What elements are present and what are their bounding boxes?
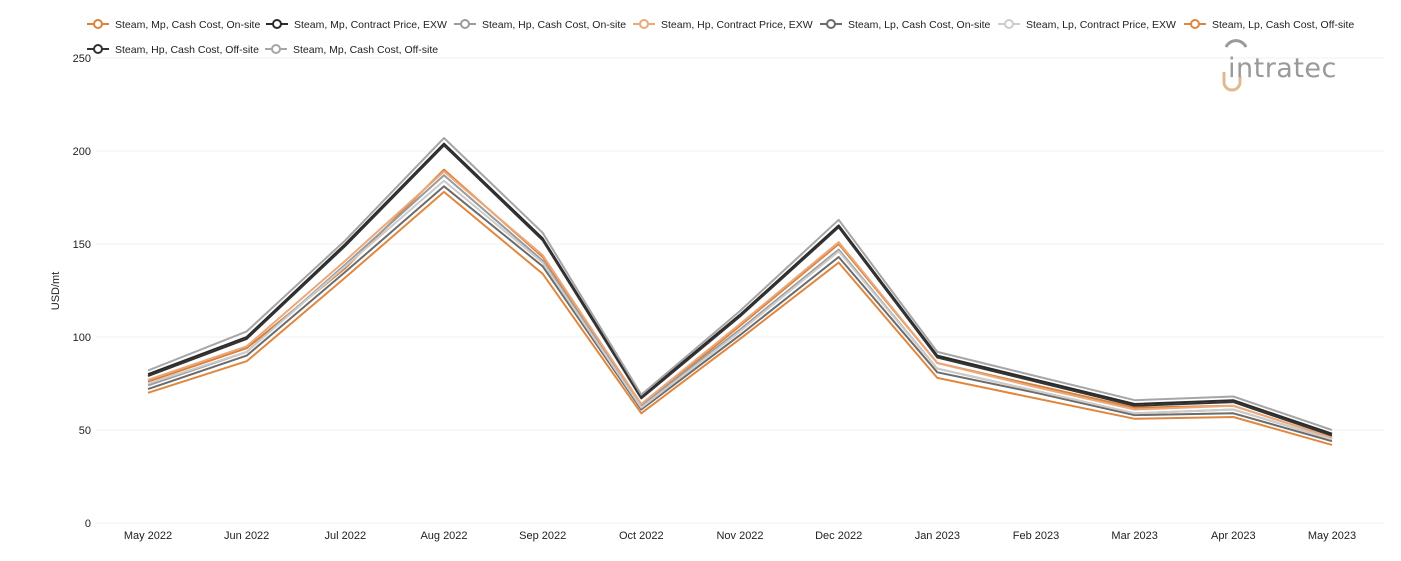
y-tick-label: 200 bbox=[73, 146, 91, 158]
y-axis-label: USD/mt bbox=[50, 272, 62, 311]
legend-marker-icon bbox=[93, 44, 103, 54]
series-line-9 bbox=[147, 137, 1333, 431]
x-tick-label: Nov 2022 bbox=[716, 530, 763, 542]
legend-item[interactable]: Steam, Mp, Cash Cost, Off-site bbox=[265, 44, 438, 56]
x-tick-label: Feb 2023 bbox=[1013, 530, 1059, 542]
x-axis: May 2022 Jun 2022 Jul 2022 Aug 2022 Sep 2022… bbox=[124, 530, 1356, 542]
legend-item[interactable]: Steam, Mp, Contract Price, EXW bbox=[266, 19, 447, 31]
legend-marker-icon bbox=[1004, 19, 1014, 29]
legend-item[interactable]: Steam, Lp, Contract Price, EXW bbox=[998, 19, 1176, 31]
logo-hook-icon bbox=[1222, 72, 1242, 92]
legend-label: Steam, Lp, Cash Cost, On-site bbox=[848, 19, 991, 31]
legend-label: Steam, Mp, Cash Cost, On-site bbox=[115, 19, 260, 31]
x-tick-label: Mar 2023 bbox=[1111, 530, 1157, 542]
legend-label: Steam, Lp, Cash Cost, Off-site bbox=[1212, 19, 1354, 31]
legend-item[interactable]: Steam, Hp, Cash Cost, Off-site bbox=[87, 44, 259, 56]
legend-label: Steam, Lp, Contract Price, EXW bbox=[1026, 19, 1176, 31]
x-tick-label: Apr 2023 bbox=[1211, 530, 1256, 542]
legend-label: Steam, Hp, Cash Cost, Off-site bbox=[115, 44, 259, 56]
y-tick-label: 50 bbox=[79, 425, 91, 437]
series-line-8 bbox=[147, 144, 1333, 437]
x-tick-label: Jul 2022 bbox=[325, 530, 367, 542]
legend-item[interactable]: Steam, Lp, Cash Cost, On-site bbox=[820, 19, 991, 31]
series-line-5 bbox=[147, 185, 1333, 443]
y-tick-label: 250 bbox=[73, 53, 91, 65]
x-tick-label: Jun 2022 bbox=[224, 530, 269, 542]
x-tick-label: Aug 2022 bbox=[420, 530, 467, 542]
legend-marker-icon bbox=[826, 19, 836, 29]
legend-label: Steam, Hp, Cash Cost, On-site bbox=[482, 19, 626, 31]
x-tick-label: Dec 2022 bbox=[815, 530, 862, 542]
y-tick-label: 0 bbox=[85, 518, 91, 530]
legend-marker-icon bbox=[1190, 19, 1200, 29]
x-tick-label: May 2022 bbox=[124, 530, 172, 542]
legend-item[interactable]: Steam, Mp, Cash Cost, On-site bbox=[87, 19, 260, 31]
legend-label: Steam, Hp, Contract Price, EXW bbox=[661, 19, 813, 31]
legend-marker-icon bbox=[93, 19, 103, 29]
legend-item[interactable]: Steam, Lp, Cash Cost, Off-site bbox=[1184, 19, 1354, 31]
x-tick-label: Jan 2023 bbox=[915, 530, 960, 542]
grid-lines bbox=[96, 57, 1384, 524]
legend-marker-icon bbox=[271, 44, 281, 54]
series-line-2 bbox=[147, 142, 1333, 435]
intratec-logo: intratec bbox=[1222, 39, 1337, 92]
y-tick-label: 150 bbox=[73, 239, 91, 251]
y-axis: 0 50 100 150 200 250 bbox=[73, 53, 91, 530]
series-line-1 bbox=[147, 168, 1333, 439]
legend-marker-icon bbox=[272, 19, 282, 29]
legend-marker-icon bbox=[460, 19, 470, 29]
series-line-7 bbox=[147, 190, 1333, 446]
x-tick-label: Oct 2022 bbox=[619, 530, 664, 542]
legend-item[interactable]: Steam, Hp, Contract Price, EXW bbox=[633, 19, 813, 31]
logo-text: intratec bbox=[1228, 53, 1337, 84]
series-lines bbox=[147, 137, 1333, 446]
logo-arc-icon bbox=[1224, 39, 1248, 48]
x-tick-label: Sep 2022 bbox=[519, 530, 566, 542]
legend-item[interactable]: Steam, Hp, Cash Cost, On-site bbox=[454, 19, 626, 31]
legend-label: Steam, Mp, Cash Cost, Off-site bbox=[293, 44, 438, 56]
y-tick-label: 100 bbox=[73, 332, 91, 344]
legend-label: Steam, Mp, Contract Price, EXW bbox=[294, 19, 447, 31]
legend-marker-icon bbox=[639, 19, 649, 29]
x-tick-label: May 2023 bbox=[1308, 530, 1356, 542]
legend[interactable]: Steam, Mp, Cash Cost, On-site Steam, Mp, … bbox=[87, 19, 1354, 56]
series-line-4 bbox=[147, 170, 1333, 439]
series-line-6 bbox=[147, 179, 1333, 441]
